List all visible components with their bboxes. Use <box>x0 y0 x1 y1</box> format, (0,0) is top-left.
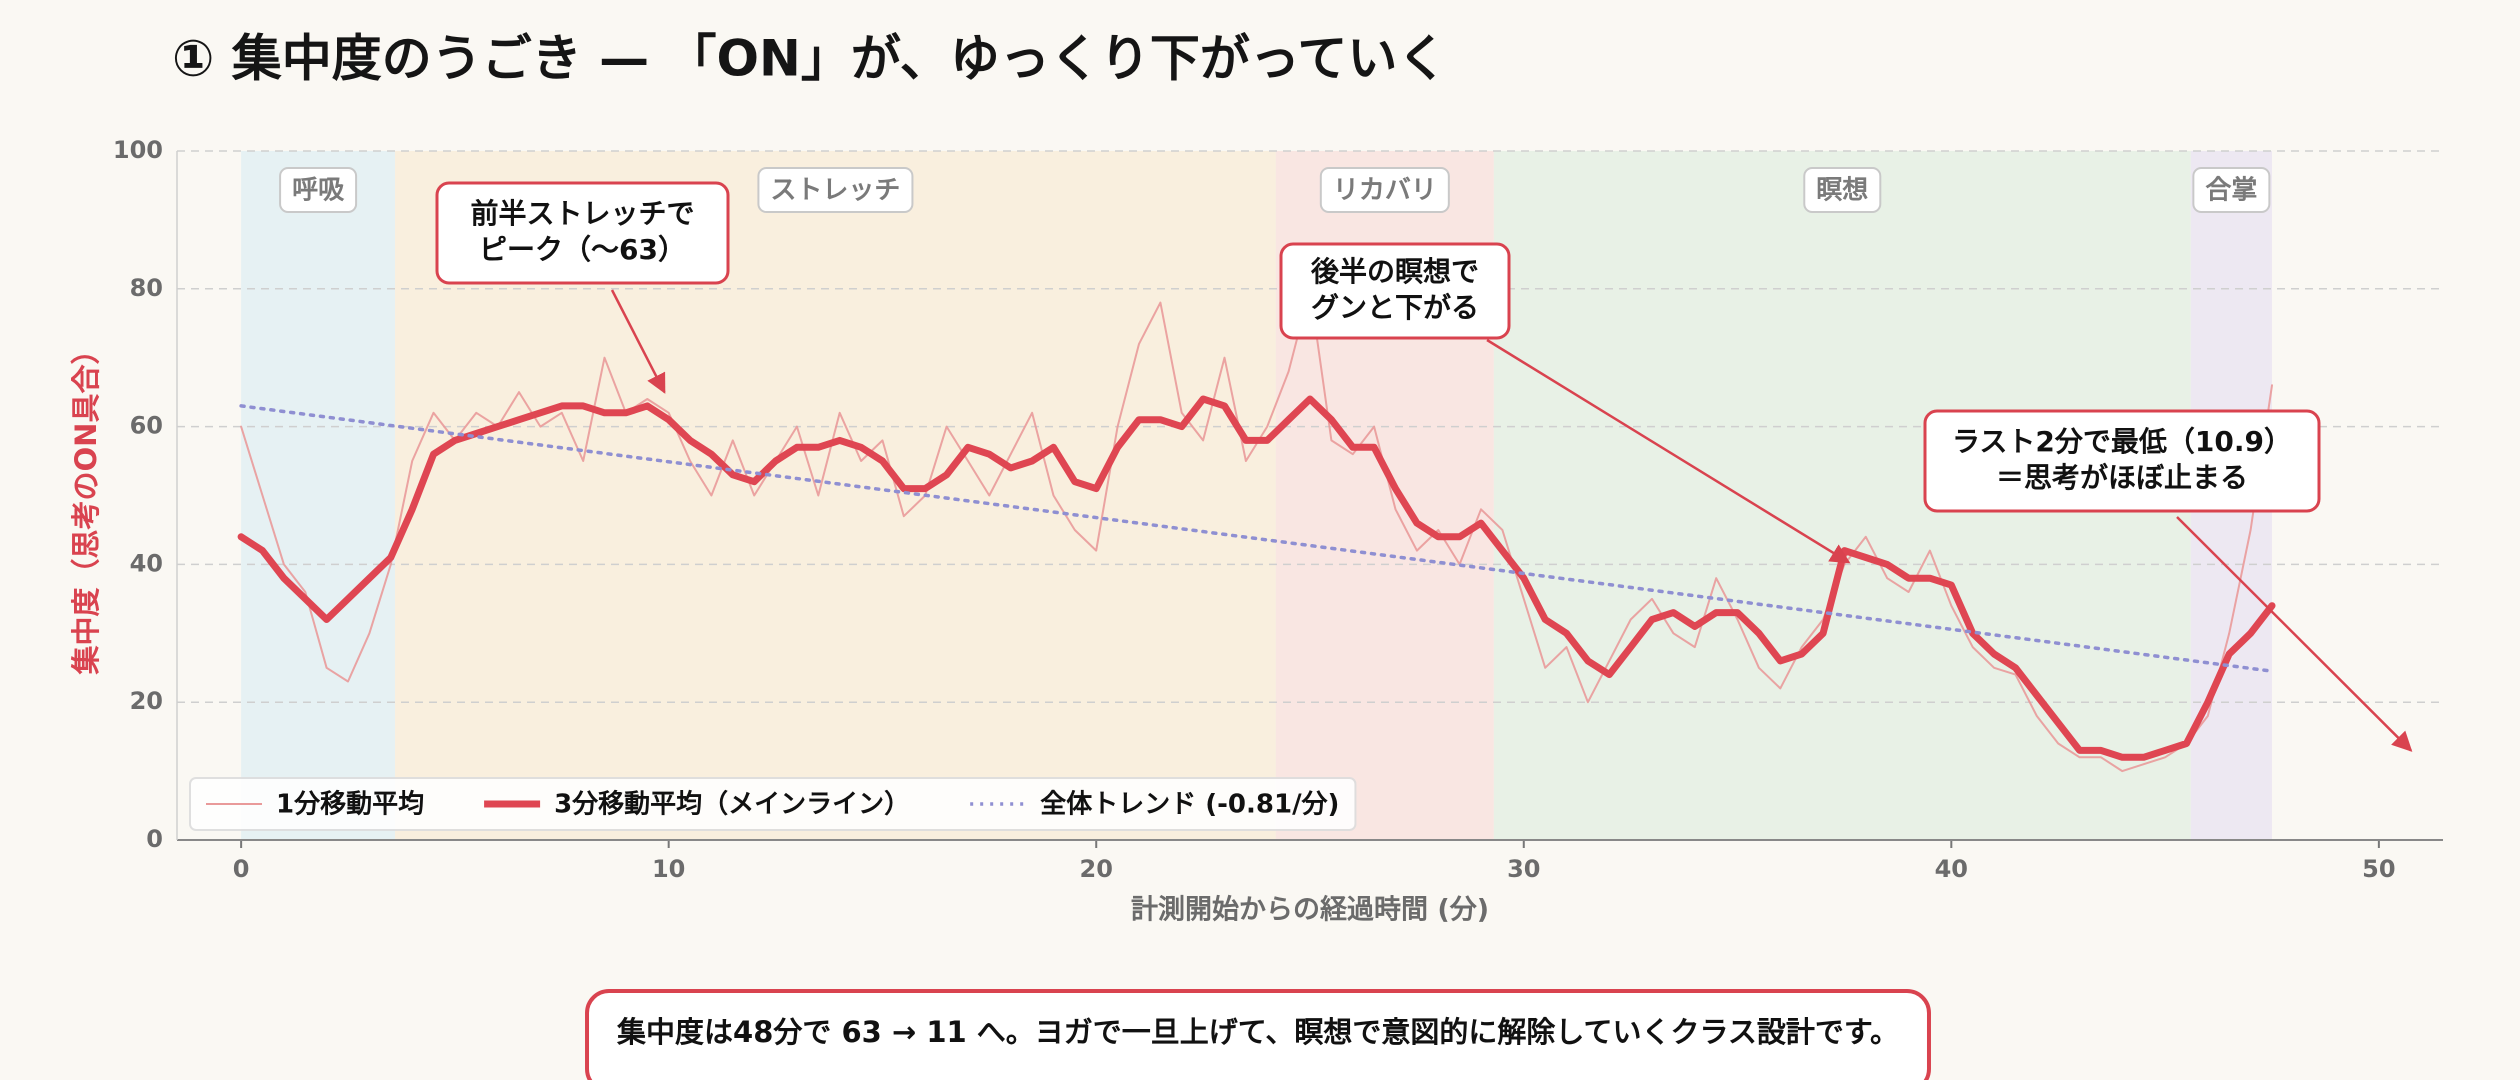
series-line <box>239 404 2274 673</box>
footnote-text: 集中度は48分で 63 → 11 へ。ヨガで一旦上げて、瞑想で意図的に解除してい… <box>616 1015 1899 1049</box>
annotation-box <box>1279 242 1511 340</box>
annotation-box <box>435 181 730 285</box>
x-tick-label: 30 <box>1507 855 1540 883</box>
annotation-arrow <box>610 289 666 394</box>
phase-label: ストレッチ <box>770 176 900 206</box>
x-tick-label: 10 <box>652 855 685 883</box>
legend-label: 1分移動平均 <box>276 790 424 820</box>
phase-label: 合掌 <box>2205 176 2257 206</box>
phase-label: 呼吸 <box>292 176 345 206</box>
y-tick-label: 80 <box>130 274 163 302</box>
x-tick-label: 40 <box>1935 855 1968 883</box>
annotation-text: ＝思考がほぼ止まる <box>1996 461 2248 494</box>
phase-label-box <box>1319 167 1450 213</box>
y-tick-label: 0 <box>146 825 163 853</box>
footnote-box <box>585 989 1931 1080</box>
y-tick-label: 100 <box>113 136 163 164</box>
x-tick-label: 20 <box>1080 855 1113 883</box>
series-line <box>237 395 2276 761</box>
phase-label-box <box>757 167 914 213</box>
annotation-text: ラスト2分で最低（10.9） <box>1952 425 2292 458</box>
x-tick-label: 0 <box>233 855 250 883</box>
y-axis-label: 集中度（思考のON具合） <box>69 336 103 676</box>
legend-box <box>189 777 1357 831</box>
phase-label: リカバリ <box>1333 176 1437 206</box>
y-tick-label: 20 <box>130 687 163 715</box>
annotation-text: 後半の瞑想で <box>1310 255 1479 288</box>
annotation-text: グンと下がる <box>1311 291 1479 324</box>
y-tick-label: 40 <box>130 549 163 577</box>
phase-band <box>241 151 396 840</box>
phase-label-box <box>279 167 358 213</box>
annotation-arrow <box>2176 516 2413 752</box>
annotation-box <box>1923 409 2321 513</box>
legend-label: 全体トレンド (-0.81/分) <box>1040 790 1339 820</box>
phase-label-box <box>1803 167 1882 213</box>
chart-title: ① 集中度のうごき — 「ON」が、ゆっくり下がっていく <box>172 30 1447 88</box>
y-tick-label: 60 <box>130 412 163 440</box>
phase-label-box <box>2192 167 2271 213</box>
annotation-arrow <box>1486 338 1851 564</box>
legend-label: 3分移動平均（メインライン） <box>554 790 910 820</box>
x-tick-label: 50 <box>2362 855 2395 883</box>
x-axis-label: 計測開始からの経過時間 (分) <box>1131 894 1489 926</box>
phase-label: 瞑想 <box>1816 176 1868 206</box>
annotation-text: 前半ストレッチで <box>470 197 694 230</box>
annotation-text: ピーク（〜63） <box>479 233 686 266</box>
